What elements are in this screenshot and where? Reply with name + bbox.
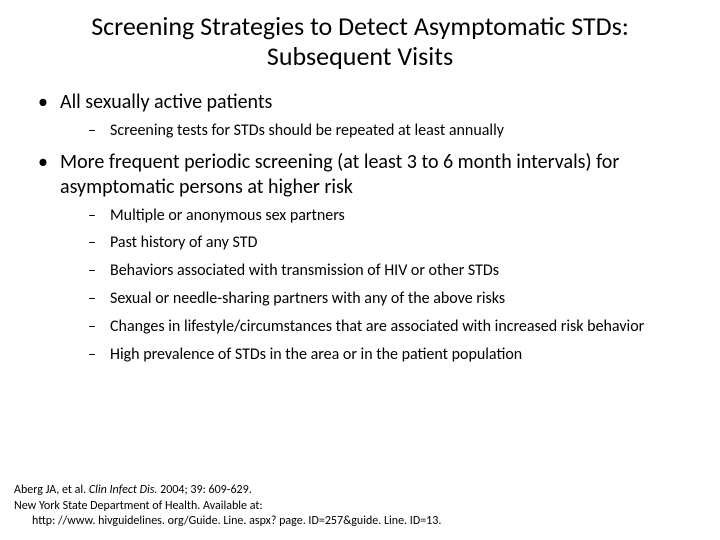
list-item: More frequent periodic screening (at lea…: [38, 150, 700, 366]
citation-line: http: //www. hivguidelines. org/Guide. L…: [14, 514, 706, 530]
citation-journal: Clin Infect Dis.: [89, 483, 158, 497]
list-item: Past history of any STD: [88, 233, 700, 254]
list-item: Sexual or needle-sharing partners with a…: [88, 289, 700, 310]
citation-block: Aberg JA, et al. Clin Infect Dis. 2004; …: [14, 483, 706, 530]
slide-title: Screening Strategies to Detect Asymptoma…: [20, 12, 700, 72]
list-item: Multiple or anonymous sex partners: [88, 206, 700, 227]
list-item: Screening tests for STDs should be repea…: [88, 121, 700, 142]
list-item-text: More frequent periodic screening (at lea…: [60, 150, 619, 199]
list-item: All sexually active patients Screening t…: [38, 90, 700, 142]
citation-line: Aberg JA, et al. Clin Infect Dis. 2004; …: [14, 483, 706, 499]
list-item-text: All sexually active patients: [60, 90, 272, 114]
list-item: Changes in lifestyle/circumstances that …: [88, 317, 700, 338]
list-item: Behaviors associated with transmission o…: [88, 261, 700, 282]
bullet-list-level2: Screening tests for STDs should be repea…: [60, 121, 700, 142]
bullet-list-level2: Multiple or anonymous sex partners Past …: [60, 206, 700, 366]
bullet-list-level1: All sexually active patients Screening t…: [20, 90, 700, 366]
citation-text: 2004; 39: 609-629.: [157, 483, 251, 497]
list-item: High prevalence of STDs in the area or i…: [88, 345, 700, 366]
citation-text: Aberg JA, et al.: [14, 483, 89, 497]
citation-line: New York State Department of Health. Ava…: [14, 499, 706, 515]
